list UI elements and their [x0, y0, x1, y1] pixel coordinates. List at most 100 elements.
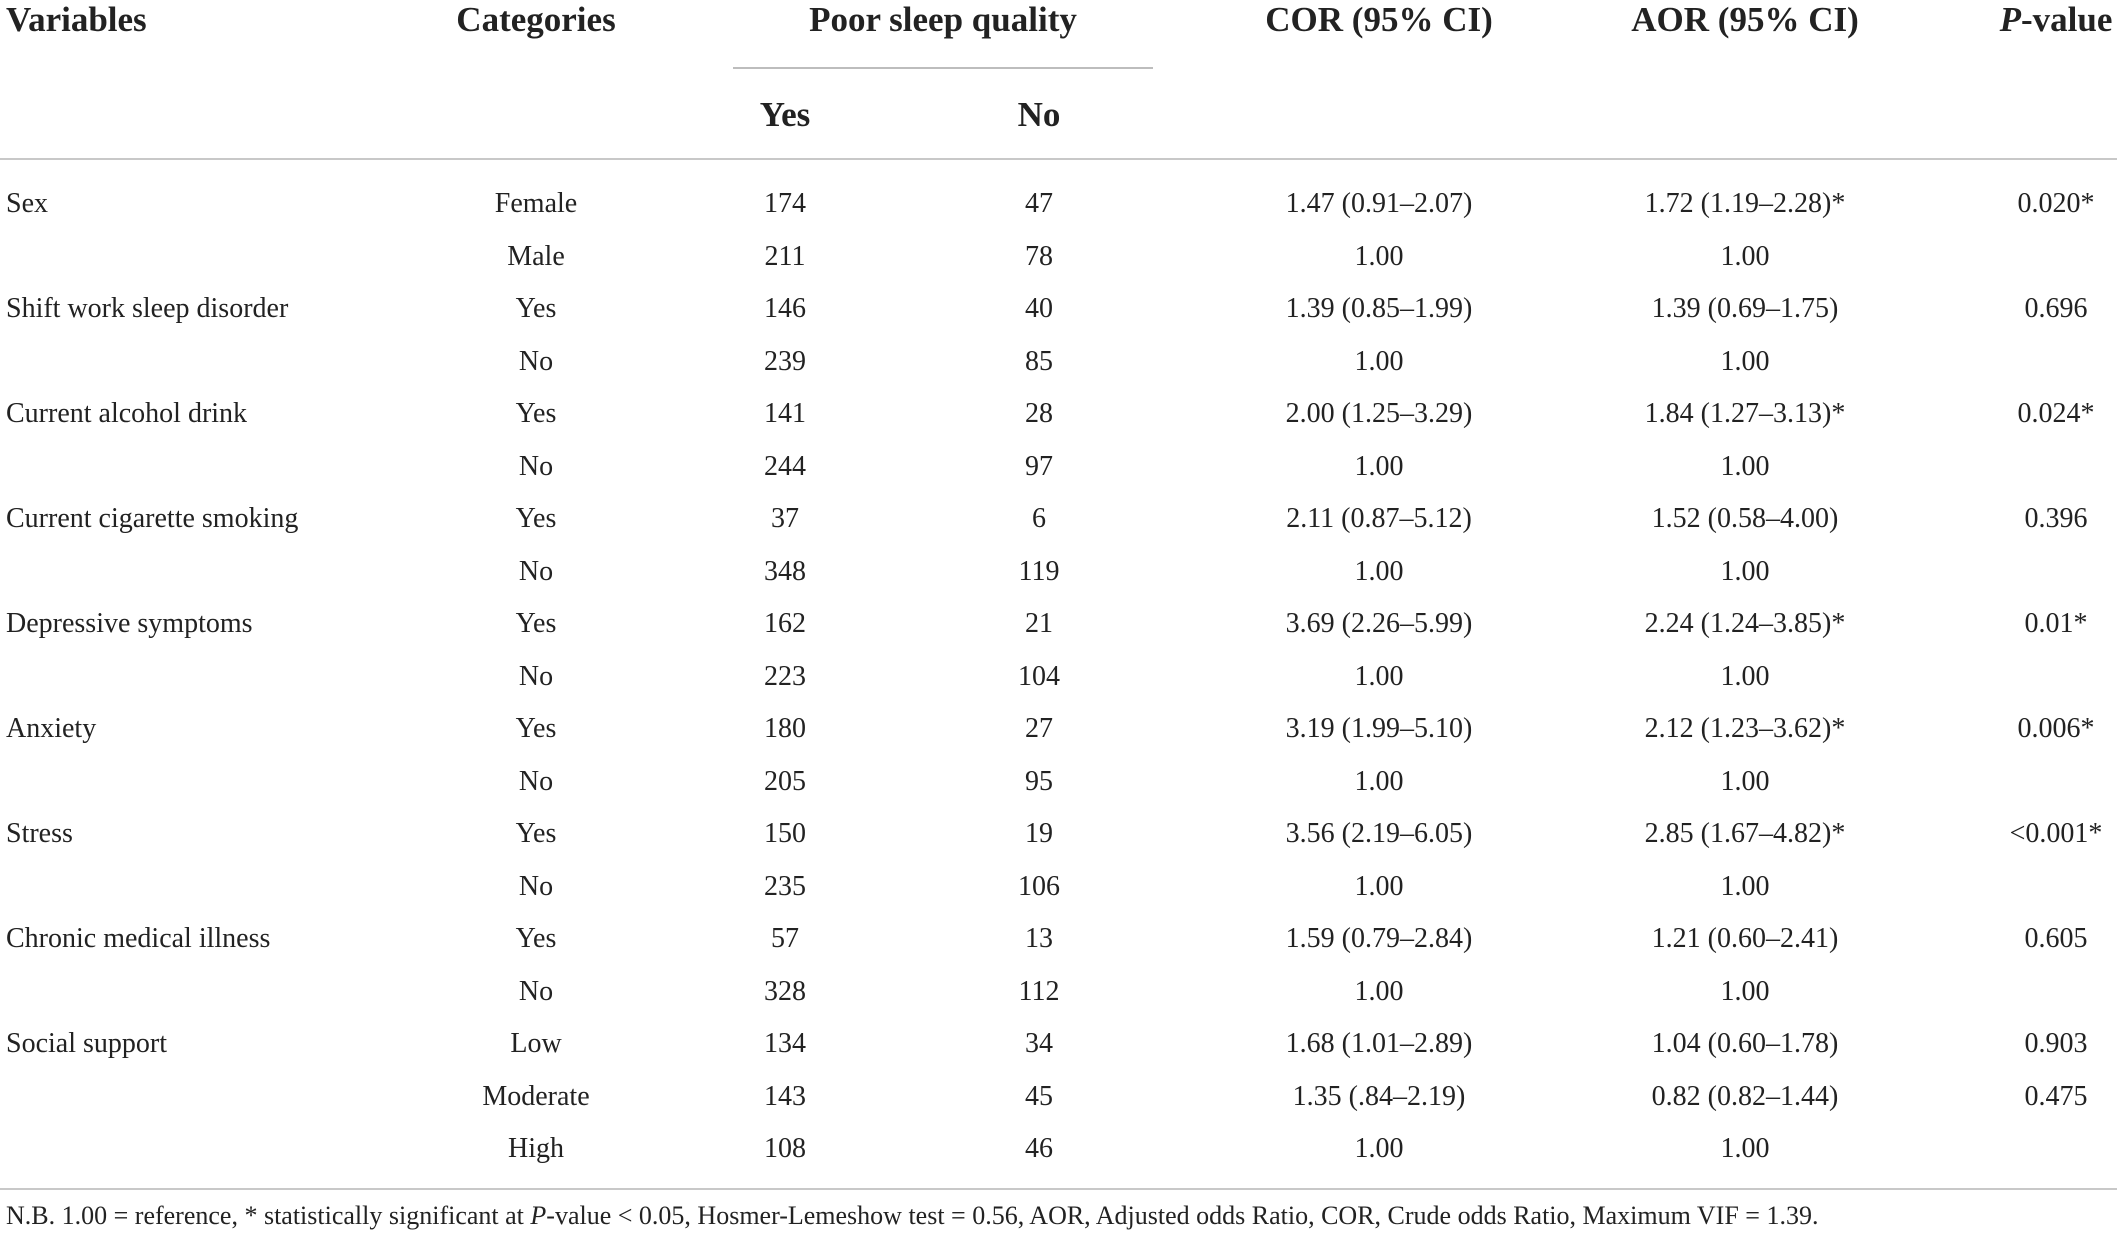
cell-category: No: [518, 975, 554, 1007]
cell-category: Male: [507, 240, 565, 272]
cell-cor: 2.00 (1.25–3.29): [1285, 398, 1473, 429]
cell-yes-count: 328: [764, 975, 806, 1007]
cell-no-count: 106: [1018, 870, 1060, 902]
cell-aor: 1.52 (0.58–4.00): [1651, 503, 1839, 534]
cell-no-count: 78: [1025, 240, 1053, 272]
cell-aor: 1.00: [1720, 345, 1770, 377]
footnote-part2: -value < 0.05, Hosmer-Lemeshow test = 0.…: [546, 1201, 1819, 1230]
header-aor: AOR (95% CI): [1631, 0, 1859, 39]
cell-cor: 1.68 (1.01–2.89): [1285, 1028, 1473, 1059]
header-p-italic: P: [1999, 0, 2021, 39]
cell-yes-count: 205: [764, 765, 806, 797]
cell-no-count: 6: [1032, 503, 1046, 534]
cell-cor: 3.56 (2.19–6.05): [1285, 818, 1473, 849]
header-categories: Categories: [456, 0, 616, 39]
cell-category: No: [518, 450, 554, 482]
poor-sleep-underline: [733, 67, 1153, 69]
cell-aor: 1.72 (1.19–2.28)*: [1644, 188, 1846, 219]
cell-category: Low: [510, 1028, 562, 1059]
cell-cor: 1.00: [1354, 870, 1404, 902]
cell-p-value: 0.475: [2024, 1080, 2088, 1112]
cell-yes-count: 180: [764, 713, 806, 744]
cell-variable: Chronic medical illness: [6, 923, 271, 954]
cell-p-value: 0.020*: [2017, 188, 2095, 219]
cell-no-count: 95: [1025, 765, 1053, 797]
cell-category: Female: [494, 188, 578, 219]
cell-no-count: 34: [1025, 1028, 1053, 1059]
header-cor: COR (95% CI): [1265, 0, 1493, 39]
cell-cor: 1.47 (0.91–2.07): [1285, 188, 1473, 219]
cell-no-count: 21: [1025, 608, 1053, 639]
cell-aor: 1.00: [1720, 765, 1770, 797]
cell-aor: 1.00: [1720, 975, 1770, 1007]
cell-yes-count: 348: [764, 555, 806, 587]
cell-aor: 1.00: [1720, 555, 1770, 587]
cell-no-count: 47: [1025, 188, 1053, 219]
cell-aor: 1.00: [1720, 1133, 1770, 1164]
cell-cor: 1.00: [1354, 555, 1404, 587]
cell-yes-count: 146: [764, 293, 806, 324]
cell-yes-count: 244: [764, 450, 806, 482]
cell-cor: 1.00: [1354, 660, 1404, 692]
cell-variable: Anxiety: [6, 713, 97, 744]
cell-no-count: 28: [1025, 398, 1053, 429]
cell-category: No: [518, 870, 554, 902]
cell-no-count: 97: [1025, 450, 1053, 482]
cell-category: No: [518, 345, 554, 377]
cell-no-count: 119: [1018, 555, 1060, 587]
cell-variable: Current alcohol drink: [6, 398, 248, 429]
cell-category: Yes: [515, 293, 557, 324]
cell-cor: 1.00: [1354, 450, 1404, 482]
cell-no-count: 46: [1025, 1133, 1053, 1164]
cell-aor: 1.39 (0.69–1.75): [1651, 293, 1839, 324]
cell-variable: Shift work sleep disorder: [6, 293, 289, 324]
cell-category: No: [518, 660, 554, 692]
cell-aor: 1.00: [1720, 240, 1770, 272]
cell-cor: 1.00: [1354, 1133, 1404, 1164]
cell-p-value: 0.605: [2024, 923, 2088, 954]
cell-cor: 3.19 (1.99–5.10): [1285, 713, 1473, 744]
cell-aor: 2.12 (1.23–3.62)*: [1644, 713, 1846, 744]
cell-p-value: 0.903: [2024, 1028, 2088, 1059]
cell-aor: 1.00: [1720, 660, 1770, 692]
cell-variable: Current cigarette smoking: [6, 503, 299, 534]
cell-cor: 1.00: [1354, 765, 1404, 797]
header-poor-sleep-quality: Poor sleep quality: [809, 0, 1077, 39]
subheader-no: No: [1017, 95, 1061, 134]
cell-category: Yes: [515, 923, 557, 954]
cell-aor: 1.00: [1720, 450, 1770, 482]
cell-yes-count: 141: [764, 398, 806, 429]
cell-no-count: 104: [1018, 660, 1060, 692]
header-p-value: P-value: [2000, 0, 2113, 40]
cell-cor: 1.35 (.84–2.19): [1292, 1080, 1466, 1112]
cell-cor: 1.00: [1354, 240, 1404, 272]
cell-cor: 1.39 (0.85–1.99): [1285, 293, 1473, 324]
cell-category: No: [518, 765, 554, 797]
cell-aor: 1.21 (0.60–2.41): [1651, 923, 1839, 954]
cell-variable: Depressive symptoms: [6, 608, 253, 639]
cell-aor: 2.85 (1.67–4.82)*: [1644, 818, 1846, 849]
cell-cor: 1.00: [1354, 975, 1404, 1007]
cell-no-count: 40: [1025, 293, 1053, 324]
cell-yes-count: 211: [764, 240, 806, 272]
cell-variable: Sex: [6, 188, 48, 219]
cell-category: No: [518, 555, 554, 587]
cell-aor: 2.24 (1.24–3.85)*: [1644, 608, 1846, 639]
cell-category: Moderate: [482, 1080, 590, 1112]
cell-yes-count: 134: [764, 1028, 806, 1059]
cell-no-count: 19: [1025, 818, 1053, 849]
cell-no-count: 85: [1025, 345, 1053, 377]
cell-yes-count: 37: [771, 503, 799, 534]
cell-yes-count: 235: [764, 870, 806, 902]
cell-yes-count: 108: [764, 1133, 806, 1164]
cell-cor: 1.59 (0.79–2.84): [1285, 923, 1473, 954]
cell-yes-count: 223: [764, 660, 806, 692]
cell-category: Yes: [515, 818, 557, 849]
cell-category: Yes: [515, 398, 557, 429]
cell-no-count: 45: [1025, 1080, 1053, 1112]
header-variables: Variables: [6, 0, 147, 39]
cell-p-value: 0.024*: [2017, 398, 2095, 429]
cell-variable: Social support: [6, 1028, 167, 1059]
header-p-rest: -value: [2021, 0, 2113, 39]
cell-yes-count: 239: [764, 345, 806, 377]
